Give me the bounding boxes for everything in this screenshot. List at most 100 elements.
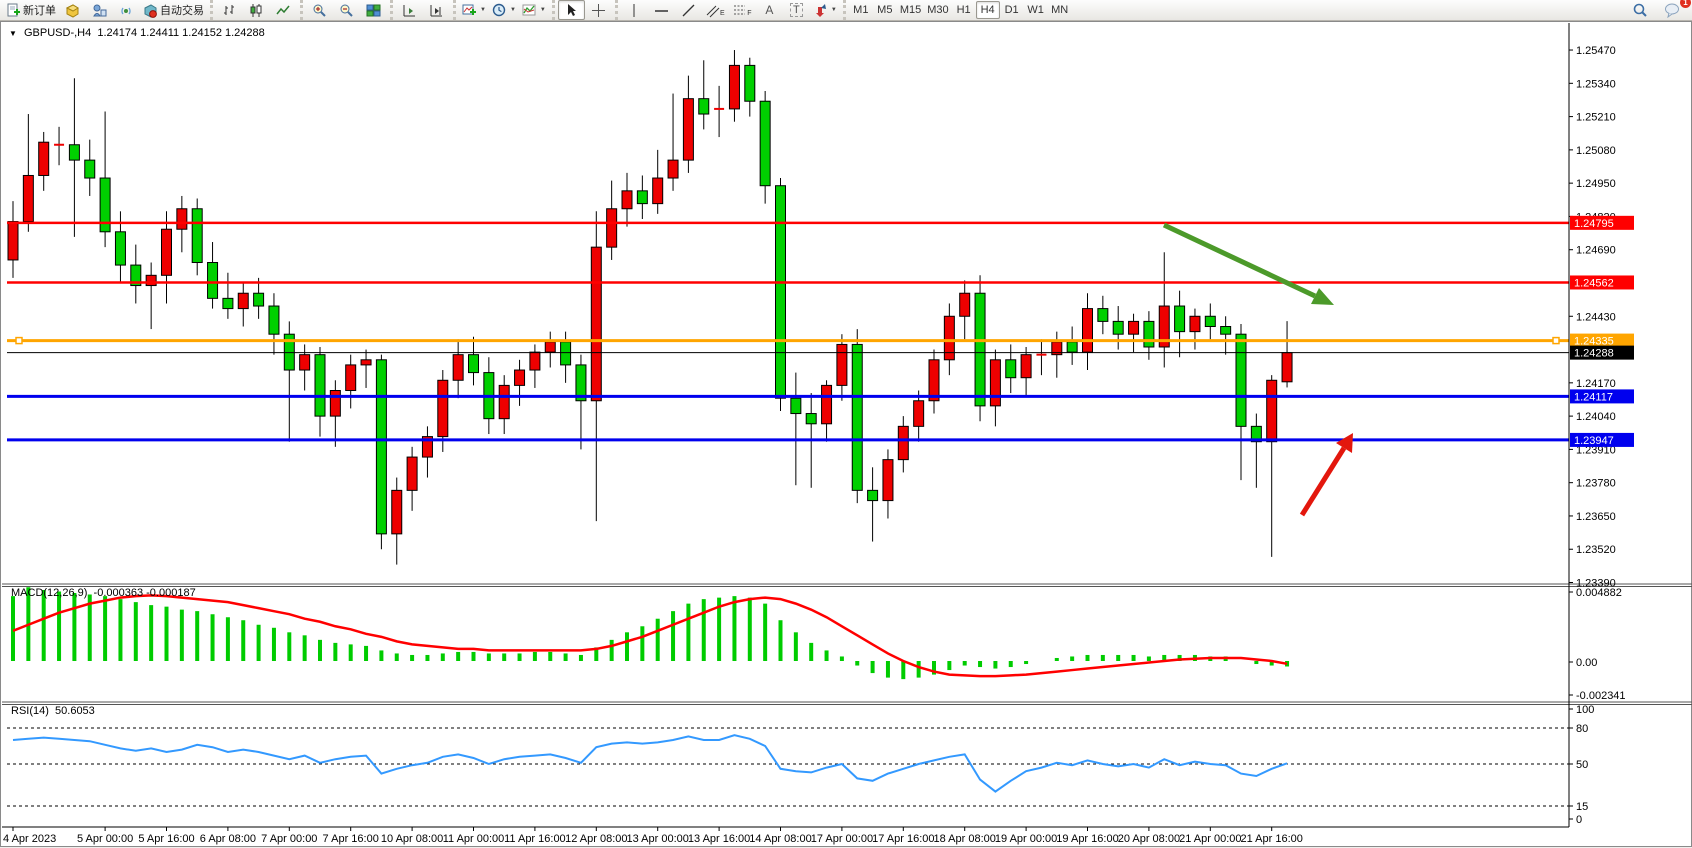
svg-text:1.23520: 1.23520 — [1576, 544, 1616, 556]
arrows-tool[interactable]: ▼ — [810, 0, 840, 20]
text-icon: A — [765, 3, 774, 17]
toolbar-group-drawing: E F A T ▼ — [614, 0, 843, 20]
notifications-button[interactable]: 1 — [1659, 0, 1691, 20]
chevron-down-icon: ▼ — [830, 7, 837, 13]
vertical-line-tool[interactable] — [621, 0, 648, 20]
chart-symbol-period: GBPUSD-,H4 — [23, 27, 92, 39]
crosshair-button[interactable] — [585, 0, 612, 20]
equidistant-channel-icon — [706, 5, 720, 17]
hline-objects-layer[interactable] — [7, 221, 1569, 442]
svg-text:1.24430: 1.24430 — [1576, 311, 1616, 323]
svg-text:5 Apr 16:00: 5 Apr 16:00 — [138, 833, 194, 845]
macd-panel — [11, 587, 1290, 680]
svg-text:0: 0 — [1576, 814, 1582, 826]
svg-text:0.004882: 0.004882 — [1576, 587, 1622, 599]
svg-text:1.24690: 1.24690 — [1576, 245, 1616, 257]
equidistant-channel-tool[interactable]: E — [702, 0, 729, 20]
cursor-icon — [567, 3, 576, 16]
toolbar-group-right: 1 — [1626, 0, 1692, 20]
timeframe-m15[interactable]: M15 — [897, 1, 924, 19]
upswing-arrow[interactable] — [1299, 446, 1347, 517]
svg-text:1.25210: 1.25210 — [1576, 112, 1616, 124]
timeframe-mn[interactable]: MN — [1048, 1, 1072, 19]
bar-chart-button[interactable] — [216, 0, 243, 20]
svg-text:19 Apr 00:00: 19 Apr 00:00 — [995, 833, 1057, 845]
chart-shift-button[interactable] — [423, 0, 450, 20]
chart-shift-icon — [430, 4, 442, 16]
navigator-button[interactable] — [86, 0, 113, 20]
svg-text:21 Apr 16:00: 21 Apr 16:00 — [1241, 833, 1303, 845]
timeframe-d1[interactable]: D1 — [1000, 1, 1024, 19]
timeframe-w1[interactable]: W1 — [1024, 1, 1048, 19]
text-label-tool[interactable]: T — [783, 0, 810, 20]
rsi-panel — [7, 727, 1569, 807]
svg-text:1.24335: 1.24335 — [1574, 336, 1614, 348]
zoom-in-button[interactable] — [306, 0, 333, 20]
svg-text:1.24795: 1.24795 — [1574, 218, 1614, 230]
macd-values: -0.000363 -0.000187 — [93, 587, 196, 599]
market-watch-button[interactable] — [59, 0, 86, 20]
svg-text:1.23390: 1.23390 — [1576, 578, 1616, 590]
svg-text:80: 80 — [1576, 723, 1588, 735]
tile-windows-button[interactable] — [360, 0, 387, 20]
axis-frame — [2, 23, 1692, 828]
profiles-clock-icon — [492, 3, 506, 16]
crosshair-icon — [591, 3, 605, 17]
candlestick-chart-button[interactable] — [243, 0, 270, 20]
downtrend-arrow[interactable] — [1162, 222, 1317, 299]
svg-text:1.23780: 1.23780 — [1576, 478, 1616, 490]
horizontal-line-icon — [654, 9, 668, 12]
svg-text:4 Apr 2023: 4 Apr 2023 — [3, 833, 56, 845]
indicators-button[interactable]: ▼ — [519, 0, 549, 20]
svg-text:12 Apr 08:00: 12 Apr 08:00 — [565, 833, 627, 845]
indicator-axis: 0.004882 0.00 -0.002341 100 80 50 150 — [1569, 587, 1626, 826]
new-chart-button[interactable]: ▼ — [459, 0, 489, 20]
timeframe-h1[interactable]: H1 — [952, 1, 976, 19]
timeframe-m30[interactable]: M30 — [924, 1, 951, 19]
svg-text:0.00: 0.00 — [1576, 657, 1597, 669]
vertical-line-icon — [633, 3, 635, 17]
chart-canvas[interactable]: 1.254701.253401.252101.250801.249501.248… — [1, 22, 1692, 848]
candlestick-chart-icon — [250, 3, 262, 17]
text-tool[interactable]: A — [756, 0, 783, 20]
profiles-clock-button[interactable]: ▼ — [489, 0, 519, 20]
trendline-tool[interactable] — [675, 0, 702, 20]
svg-text:100: 100 — [1576, 704, 1594, 716]
svg-text:21 Apr 00:00: 21 Apr 00:00 — [1179, 833, 1241, 845]
chart-menu-icon[interactable]: ▼ — [9, 29, 17, 38]
svg-text:5 Apr 00:00: 5 Apr 00:00 — [77, 833, 133, 845]
macd-indicator-label: MACD(12,26,9) -0.000363 -0.000187 — [11, 587, 196, 599]
zoom-out-button[interactable] — [333, 0, 360, 20]
navigator-icon — [93, 4, 107, 16]
cursor-button[interactable] — [557, 0, 585, 20]
search-button[interactable] — [1626, 0, 1653, 20]
rsi-line — [12, 734, 1288, 793]
svg-text:1.24170: 1.24170 — [1576, 378, 1616, 390]
candles-layer — [7, 50, 1293, 565]
svg-text:15: 15 — [1576, 801, 1588, 813]
arrow-objects-layer[interactable] — [1162, 222, 1353, 517]
chart-title: ▼ GBPUSD-,H4 1.24174 1.24411 1.24152 1.2… — [9, 27, 265, 39]
market-watch-icon — [65, 3, 79, 18]
auto-trading-button[interactable]: 自动交易 — [140, 0, 207, 20]
search-icon — [1633, 3, 1647, 17]
horizontal-line-tool[interactable] — [648, 0, 675, 20]
line-chart-button[interactable] — [270, 0, 297, 20]
chevron-down-icon: ▼ — [509, 7, 516, 13]
timeframe-h4[interactable]: H4 — [975, 1, 1000, 19]
svg-text:19 Apr 16:00: 19 Apr 16:00 — [1056, 833, 1118, 845]
svg-text:13 Apr 00:00: 13 Apr 00:00 — [627, 833, 689, 845]
alert-sound-button[interactable] — [113, 0, 140, 20]
svg-text:7 Apr 16:00: 7 Apr 16:00 — [323, 833, 379, 845]
new-order-button[interactable]: 新订单 — [3, 0, 59, 20]
auto-trading-icon — [144, 3, 157, 18]
auto-scroll-button[interactable] — [396, 0, 423, 20]
fibonacci-tool[interactable]: F — [729, 0, 756, 20]
trendline-icon — [682, 4, 695, 16]
timeframe-m5[interactable]: M5 — [873, 1, 897, 19]
toolbar-group-pointer — [551, 0, 615, 20]
svg-text:50: 50 — [1576, 759, 1588, 771]
price-axis: 1.254701.253401.252101.250801.249501.248… — [1569, 45, 1634, 590]
text-label-icon: T — [789, 3, 803, 17]
timeframe-m1[interactable]: M1 — [849, 1, 873, 19]
